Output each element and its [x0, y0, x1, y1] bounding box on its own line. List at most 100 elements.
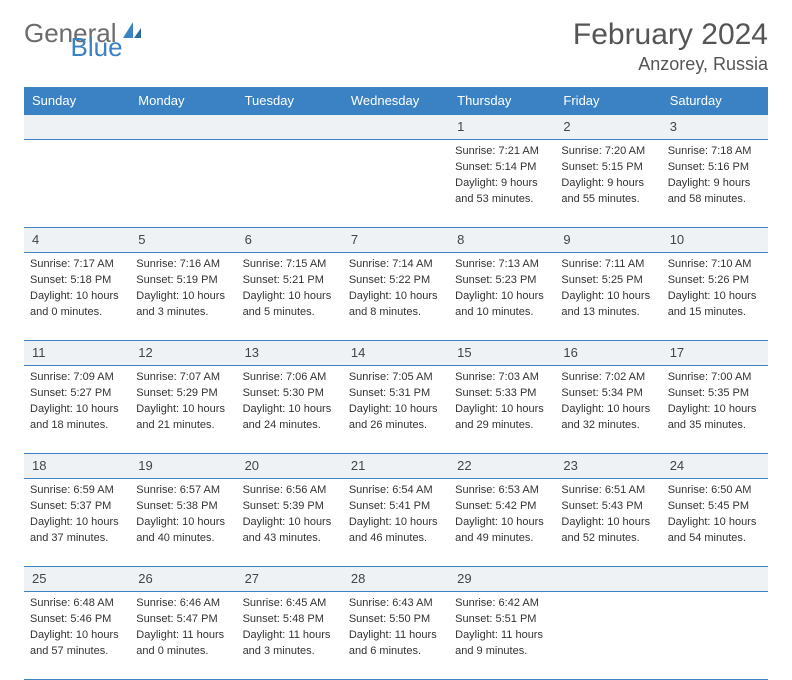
day-number: 13: [245, 345, 259, 360]
day-number: 12: [138, 345, 152, 360]
day-number: 24: [670, 458, 684, 473]
daylight-text: Daylight: 10 hours: [561, 289, 655, 304]
day-cell: Sunrise: 6:50 AMSunset: 5:45 PMDaylight:…: [662, 479, 768, 567]
sunset-text: Sunset: 5:47 PM: [136, 612, 230, 627]
week-row: Sunrise: 7:21 AMSunset: 5:14 PMDaylight:…: [24, 140, 768, 228]
sunrise-text: Sunrise: 7:07 AM: [136, 370, 230, 385]
sunrise-text: Sunrise: 6:42 AM: [455, 596, 549, 611]
daylight-text: Daylight: 10 hours: [668, 402, 762, 417]
day-cell: Sunrise: 7:15 AMSunset: 5:21 PMDaylight:…: [237, 253, 343, 341]
daylight-text: and 54 minutes.: [668, 531, 762, 546]
day-cell: Sunrise: 6:43 AMSunset: 5:50 PMDaylight:…: [343, 592, 449, 680]
sunset-text: Sunset: 5:45 PM: [668, 499, 762, 514]
daylight-text: Daylight: 9 hours: [561, 176, 655, 191]
sunset-text: Sunset: 5:19 PM: [136, 273, 230, 288]
sunrise-text: Sunrise: 7:00 AM: [668, 370, 762, 385]
day-number: 2: [563, 119, 570, 134]
sunset-text: Sunset: 5:35 PM: [668, 386, 762, 401]
daylight-text: Daylight: 11 hours: [136, 628, 230, 643]
sunset-text: Sunset: 5:46 PM: [30, 612, 124, 627]
day-cell: Sunrise: 6:53 AMSunset: 5:42 PMDaylight:…: [449, 479, 555, 567]
daylight-text: and 52 minutes.: [561, 531, 655, 546]
daylight-text: Daylight: 10 hours: [668, 515, 762, 530]
daynum-cell: 19: [130, 454, 236, 479]
day-header: Wednesday: [343, 87, 449, 115]
sunrise-text: Sunrise: 6:57 AM: [136, 483, 230, 498]
daylight-text: and 13 minutes.: [561, 305, 655, 320]
day-number: 11: [32, 345, 46, 360]
logo-word2: Blue: [71, 32, 123, 62]
day-number: 28: [351, 571, 365, 586]
sunset-text: Sunset: 5:31 PM: [349, 386, 443, 401]
daylight-text: and 49 minutes.: [455, 531, 549, 546]
day-cell: [555, 592, 661, 680]
day-number: 17: [670, 345, 684, 360]
daynum-cell: [130, 115, 236, 140]
daylight-text: Daylight: 10 hours: [243, 515, 337, 530]
daylight-text: and 0 minutes.: [136, 644, 230, 659]
day-cell: Sunrise: 7:05 AMSunset: 5:31 PMDaylight:…: [343, 366, 449, 454]
sunrise-text: Sunrise: 7:13 AM: [455, 257, 549, 272]
daylight-text: Daylight: 10 hours: [561, 515, 655, 530]
day-cell: Sunrise: 7:13 AMSunset: 5:23 PMDaylight:…: [449, 253, 555, 341]
sunset-text: Sunset: 5:16 PM: [668, 160, 762, 175]
daylight-text: and 29 minutes.: [455, 418, 549, 433]
sunrise-text: Sunrise: 7:06 AM: [243, 370, 337, 385]
day-number: 16: [563, 345, 577, 360]
day-number: 21: [351, 458, 365, 473]
sunset-text: Sunset: 5:42 PM: [455, 499, 549, 514]
daynum-cell: 3: [662, 115, 768, 140]
daynum-cell: 15: [449, 341, 555, 366]
page-title: February 2024: [573, 18, 768, 52]
day-cell: Sunrise: 7:00 AMSunset: 5:35 PMDaylight:…: [662, 366, 768, 454]
sunset-text: Sunset: 5:43 PM: [561, 499, 655, 514]
day-cell: Sunrise: 7:17 AMSunset: 5:18 PMDaylight:…: [24, 253, 130, 341]
sunset-text: Sunset: 5:41 PM: [349, 499, 443, 514]
sunrise-text: Sunrise: 6:54 AM: [349, 483, 443, 498]
daynum-cell: 29: [449, 567, 555, 592]
daynum-cell: 13: [237, 341, 343, 366]
day-header: Sunday: [24, 87, 130, 115]
daynum-cell: 26: [130, 567, 236, 592]
daylight-text: Daylight: 10 hours: [136, 515, 230, 530]
daynum-cell: 21: [343, 454, 449, 479]
sunrise-text: Sunrise: 7:18 AM: [668, 144, 762, 159]
sunrise-text: Sunrise: 7:16 AM: [136, 257, 230, 272]
day-cell: Sunrise: 7:16 AMSunset: 5:19 PMDaylight:…: [130, 253, 236, 341]
day-number: 8: [457, 232, 464, 247]
daylight-text: Daylight: 9 hours: [455, 176, 549, 191]
daynum-cell: 2: [555, 115, 661, 140]
daylight-text: and 43 minutes.: [243, 531, 337, 546]
daynum-cell: 11: [24, 341, 130, 366]
daynum-cell: 28: [343, 567, 449, 592]
sunset-text: Sunset: 5:30 PM: [243, 386, 337, 401]
daylight-text: Daylight: 10 hours: [243, 289, 337, 304]
day-cell: Sunrise: 7:14 AMSunset: 5:22 PMDaylight:…: [343, 253, 449, 341]
sunset-text: Sunset: 5:51 PM: [455, 612, 549, 627]
sunset-text: Sunset: 5:26 PM: [668, 273, 762, 288]
day-number: 4: [32, 232, 39, 247]
day-cell: Sunrise: 6:59 AMSunset: 5:37 PMDaylight:…: [24, 479, 130, 567]
sunrise-text: Sunrise: 6:59 AM: [30, 483, 124, 498]
daynum-cell: 23: [555, 454, 661, 479]
day-cell: Sunrise: 7:09 AMSunset: 5:27 PMDaylight:…: [24, 366, 130, 454]
sunset-text: Sunset: 5:22 PM: [349, 273, 443, 288]
day-number: 23: [563, 458, 577, 473]
daylight-text: and 40 minutes.: [136, 531, 230, 546]
day-header: Monday: [130, 87, 236, 115]
daynum-cell: 12: [130, 341, 236, 366]
sunset-text: Sunset: 5:38 PM: [136, 499, 230, 514]
day-number: 9: [563, 232, 570, 247]
daynum-cell: [343, 115, 449, 140]
daylight-text: Daylight: 10 hours: [349, 289, 443, 304]
daynum-cell: 18: [24, 454, 130, 479]
day-number: 14: [351, 345, 365, 360]
day-number: 19: [138, 458, 152, 473]
sunrise-text: Sunrise: 7:20 AM: [561, 144, 655, 159]
day-cell: Sunrise: 7:11 AMSunset: 5:25 PMDaylight:…: [555, 253, 661, 341]
daynum-cell: 14: [343, 341, 449, 366]
daynum-cell: 24: [662, 454, 768, 479]
daylight-text: and 8 minutes.: [349, 305, 443, 320]
sunrise-text: Sunrise: 7:05 AM: [349, 370, 443, 385]
sunrise-text: Sunrise: 7:03 AM: [455, 370, 549, 385]
